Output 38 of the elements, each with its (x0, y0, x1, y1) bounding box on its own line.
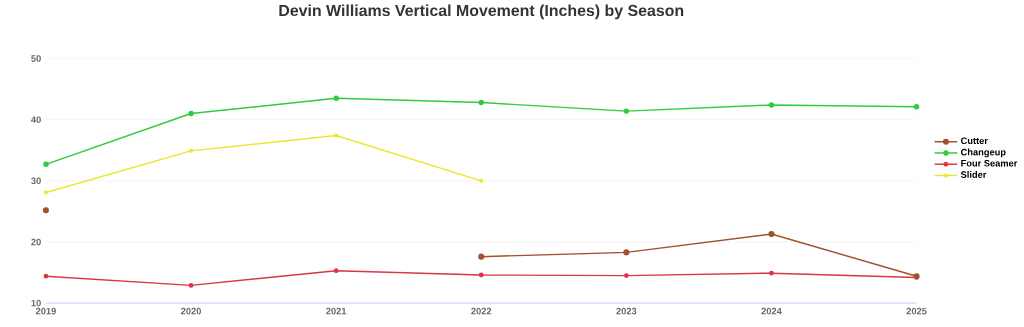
point (188, 110, 194, 117)
chart-title: Devin Williams Vertical Movement (Inches) by Season (279, 4, 684, 20)
point (188, 148, 194, 153)
x-tick-label: 2020 (181, 307, 201, 315)
y-tick-label: 10 (31, 299, 41, 307)
x-tick-label: 2019 (35, 307, 56, 315)
point (479, 178, 484, 183)
y-tick-label: 40 (31, 116, 41, 123)
point (478, 99, 484, 106)
point (623, 108, 630, 114)
point (43, 273, 49, 279)
y-tick-label: 20 (31, 238, 41, 246)
point (769, 270, 774, 276)
point (333, 95, 339, 101)
x-tick-label: 2025 (906, 307, 927, 315)
legend-label: Four Seamer (961, 159, 1018, 167)
x-tick-label: 2021 (326, 307, 347, 315)
point (334, 133, 339, 138)
x-tick-label: 2024 (761, 307, 782, 315)
x-tick-label: 2022 (471, 307, 492, 315)
y-tick-label: 30 (31, 177, 41, 185)
point (623, 273, 629, 278)
point (768, 230, 775, 238)
point (478, 253, 485, 260)
legend-label: Cutter (961, 137, 988, 144)
legend-label: Changeup (961, 148, 1006, 158)
x-tick-label: 2023 (616, 307, 637, 315)
y-tick-label: 50 (31, 55, 41, 62)
point (333, 268, 339, 274)
point (43, 161, 49, 167)
point (42, 207, 49, 214)
point (768, 102, 775, 108)
point (188, 282, 194, 288)
point (478, 272, 484, 278)
point (623, 249, 630, 256)
point (913, 104, 920, 110)
point (43, 190, 48, 195)
legend-label: Slider (960, 171, 987, 178)
